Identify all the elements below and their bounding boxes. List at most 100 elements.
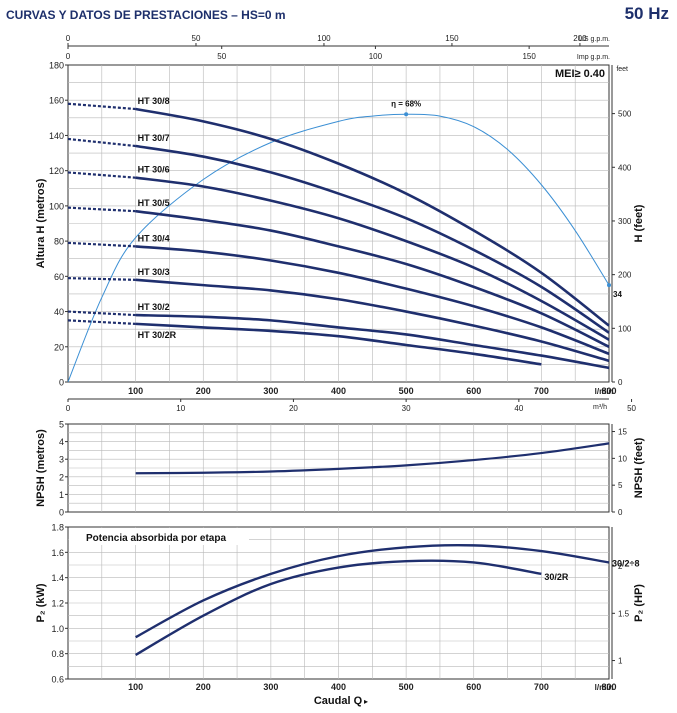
head-x-tick-label: 800: [601, 386, 616, 396]
head-y-tick-label: 0: [59, 378, 64, 388]
imp-gpm-tick-label: 100: [369, 52, 383, 61]
power-x-tick-label: 800: [601, 682, 616, 692]
power-y-tick-label: 1.0: [51, 624, 64, 634]
power-x-unit: l/min: [595, 683, 614, 692]
npsh-curve: [135, 442, 610, 475]
imp-gpm-tick-label: 50: [217, 52, 226, 61]
npsh-y-tick-label: 4: [59, 437, 64, 447]
head-y-tick-label: 100: [49, 201, 64, 211]
npsh-y2-tick-label: 5: [618, 481, 623, 490]
head-curve-label-ht-30-7: HT 30/7: [138, 133, 170, 143]
power-x-tick-label: 200: [196, 682, 211, 692]
head-y-tick-label: 120: [49, 166, 64, 176]
m3h-tick-label: 40: [514, 404, 523, 413]
head-y2-tick-label: 400: [618, 163, 632, 172]
npsh-y2-tick-label: 10: [618, 454, 627, 463]
m3h-tick-label: 0: [66, 404, 71, 413]
head-curve-label-ht-30-3: HT 30/3: [138, 267, 170, 277]
power-curve-30-2-8: [135, 543, 610, 639]
m3h-tick-label: 10: [176, 404, 185, 413]
head-curve-dashed-ht-30-6: [67, 171, 136, 179]
power-x-tick-label: 700: [534, 682, 549, 692]
feet-unit: feet: [616, 66, 628, 73]
head-curve-label-ht-30-2r: HT 30/2R: [138, 330, 177, 340]
npsh-y-tick-label: 5: [59, 420, 64, 430]
npsh-y-tick-label: 0: [59, 508, 64, 518]
head-y2-tick-label: 300: [618, 217, 632, 226]
m3h-tick-label: 50: [627, 404, 636, 413]
power-x-tick-label: 300: [263, 682, 278, 692]
power-x-tick-label: 400: [331, 682, 346, 692]
head-x-tick-label: 300: [263, 386, 278, 396]
head-x-unit: l/min: [595, 387, 614, 396]
npsh-y-tick-label: 1: [59, 490, 64, 500]
head-y2-tick-label: 200: [618, 271, 632, 280]
us-gpm-tick-label: 0: [66, 34, 71, 43]
head-curve-ht-30-7: [135, 144, 610, 334]
npsh-y-axis-title: NPSH (metros): [35, 429, 47, 507]
npsh-y-tick-label: 3: [59, 455, 64, 465]
us-gpm-tick-label: 150: [445, 34, 459, 43]
efficiency-end-dot: [607, 283, 611, 288]
page-title: CURVAS Y DATOS DE PRESTACIONES – HS=0 m: [6, 8, 286, 22]
power-legend-title: Potencia absorbida por etapa: [86, 533, 226, 544]
m3h-tick-label: 20: [289, 404, 298, 413]
us-gpm-tick-label: 100: [317, 34, 331, 43]
head-y-tick-label: 80: [54, 237, 64, 247]
power-y2-tick-label: 1: [618, 657, 623, 666]
power-curve-label-30-2-8: 30/2÷8: [612, 558, 639, 568]
head-x-tick-label: 700: [534, 386, 549, 396]
power-y2-axis-title: P₂ (HP): [633, 584, 645, 622]
x-axis-title: Caudal Q: [314, 695, 363, 707]
efficiency-peak-dot: [404, 112, 409, 117]
m3h-unit: m³/h: [593, 404, 607, 411]
head-y2-tick-label: 100: [618, 324, 632, 333]
imp-gpm-unit: Imp g.p.m.: [577, 54, 610, 61]
us-gpm-tick-label: 200: [573, 34, 587, 43]
npsh-y2-tick-label: 15: [618, 428, 627, 437]
head-y-tick-label: 180: [49, 61, 64, 71]
power-y-tick-label: 0.8: [51, 649, 64, 659]
frequency-label: 50 Hz: [624, 4, 669, 23]
power-legend-box: [69, 528, 249, 545]
head-curve-ht-30-6: [135, 176, 610, 341]
us-gpm-unit: US g.p.m.: [579, 36, 610, 43]
head-curve-label-ht-30-2: HT 30/2: [138, 302, 170, 312]
head-x-tick-label: 600: [466, 386, 481, 396]
head-curve-ht-30-2r: [135, 322, 542, 366]
imp-gpm-tick-label: 150: [522, 52, 536, 61]
npsh-y2-axis-title: NPSH (feet): [633, 437, 645, 498]
power-y-axis-title: P₂ (kW): [35, 583, 47, 622]
head-curve-ht-30-3: [135, 278, 610, 363]
m3h-tick-label: 30: [402, 404, 411, 413]
head-curve-dashed-ht-30-5: [67, 206, 136, 213]
head-curve-ht-30-5: [135, 209, 610, 348]
power-y-tick-label: 1.8: [51, 523, 64, 533]
npsh-y-tick-label: 2: [59, 472, 64, 482]
imp-gpm-tick-label: 0: [66, 52, 71, 61]
us-gpm-tick-label: 50: [192, 34, 201, 43]
head-curve-label-ht-30-5: HT 30/5: [138, 198, 170, 208]
power-y-tick-label: 1.4: [51, 573, 64, 583]
power-x-tick-label: 600: [466, 682, 481, 692]
efficiency-end-label: 34: [613, 290, 622, 299]
head-y-tick-label: 20: [54, 342, 64, 352]
head-x-tick-label: 200: [196, 386, 211, 396]
head-x-tick-label: 500: [399, 386, 414, 396]
power-curve-30-2r: [135, 559, 542, 656]
head-curve-dashed-ht-30-3: [67, 276, 136, 281]
head-curve-dashed-ht-30-8: [67, 102, 136, 111]
mei-label: MEI≥ 0.40: [555, 68, 605, 80]
head-curve-dashed-ht-30-2r: [67, 319, 136, 325]
efficiency-curve: [67, 113, 610, 383]
power-y-tick-label: 1.2: [51, 599, 64, 609]
power-y-tick-label: 0.6: [51, 675, 64, 685]
head-y2-tick-label: 0: [618, 378, 623, 387]
head-x-tick-label: 400: [331, 386, 346, 396]
power-x-tick-label: 500: [399, 682, 414, 692]
head-curve-label-ht-30-4: HT 30/4: [138, 233, 170, 243]
head-y-tick-label: 160: [49, 96, 64, 106]
head-curve-ht-30-8: [135, 107, 610, 327]
head-curve-dashed-ht-30-2: [67, 310, 136, 317]
